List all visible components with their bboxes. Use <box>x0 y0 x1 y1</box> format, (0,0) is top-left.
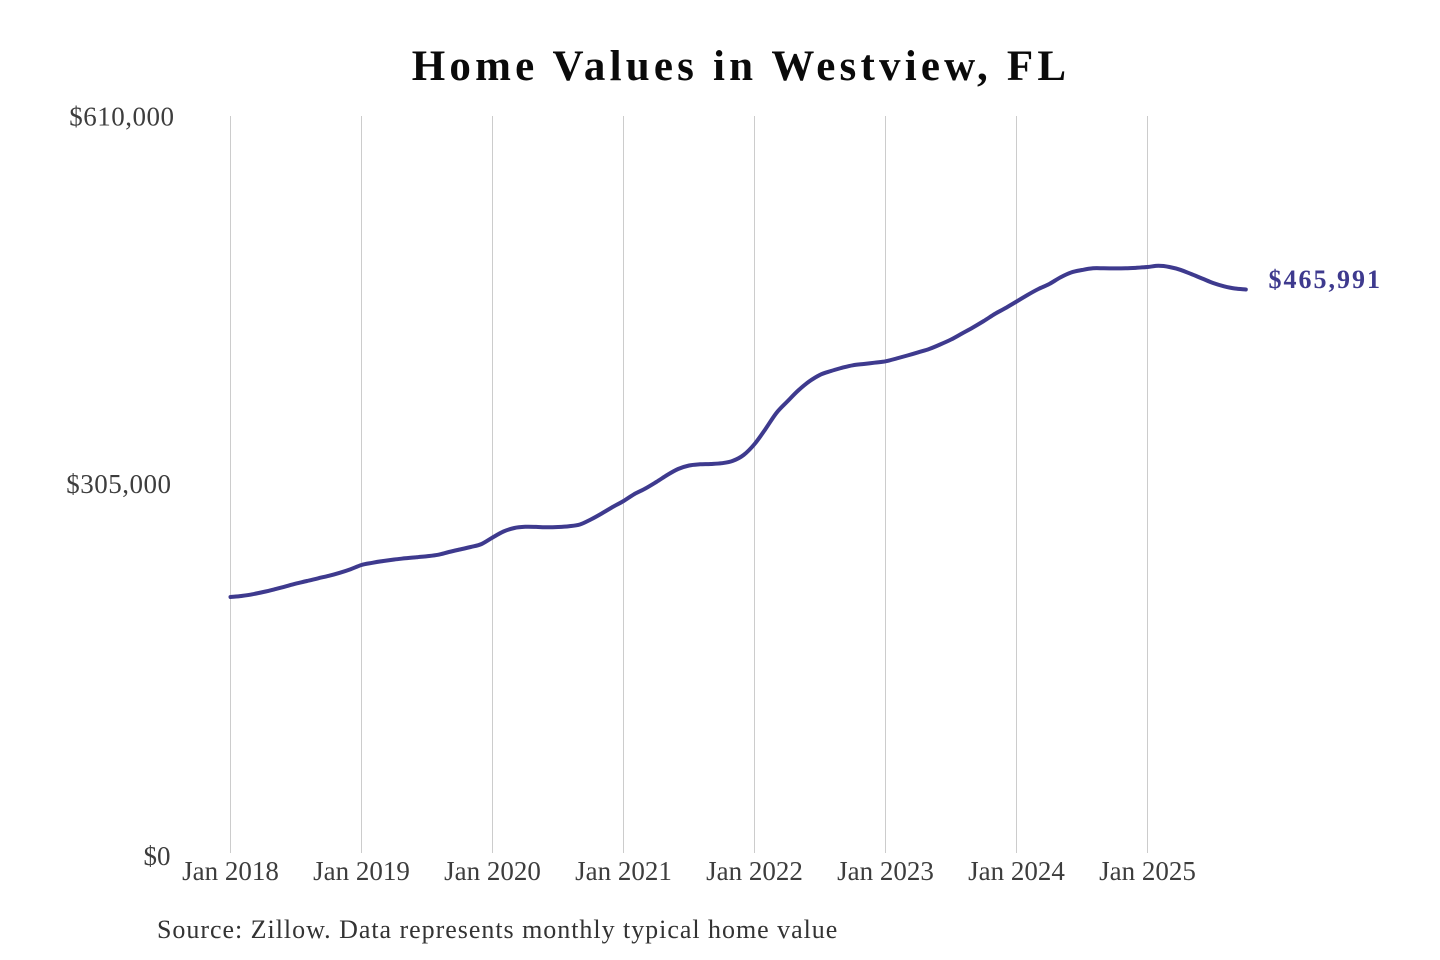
svg-text:$465,991: $465,991 <box>1269 265 1383 294</box>
svg-text:Jan 2023: Jan 2023 <box>837 856 934 886</box>
svg-text:Jan 2018: Jan 2018 <box>182 856 279 886</box>
svg-text:Jan 2024: Jan 2024 <box>968 856 1065 886</box>
svg-text:Jan 2021: Jan 2021 <box>575 856 672 886</box>
svg-text:$0: $0 <box>144 841 171 871</box>
svg-text:$305,000: $305,000 <box>66 469 171 499</box>
svg-text:$610,000: $610,000 <box>69 102 174 132</box>
svg-text:Jan 2022: Jan 2022 <box>706 856 803 886</box>
svg-text:Jan 2019: Jan 2019 <box>313 856 410 886</box>
svg-text:Jan 2025: Jan 2025 <box>1099 856 1196 886</box>
svg-text:Home Values in Westview, FL: Home Values in Westview, FL <box>412 43 1071 90</box>
svg-text:Jan 2020: Jan 2020 <box>444 856 541 886</box>
svg-text:Source: Zillow. Data represent: Source: Zillow. Data represents monthly … <box>157 915 838 944</box>
